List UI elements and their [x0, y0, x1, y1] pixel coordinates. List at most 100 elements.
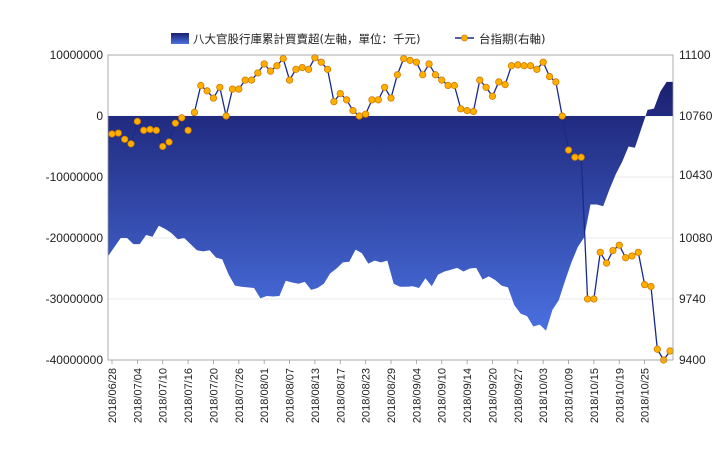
index-point — [114, 129, 122, 137]
index-point — [184, 126, 192, 134]
legend-area-label: 八大官股行庫累計買賣超(左軸，單位：千元) — [193, 32, 420, 46]
x-tick-label: 2018/10/19 — [614, 368, 626, 423]
index-point — [336, 89, 344, 98]
index-point — [419, 71, 427, 79]
right-axis: 11100 10760 10430 10080 9740 9400 — [679, 48, 713, 367]
legend: 八大官股行庫累計買賣超(左軸，單位：千元) 台指期(右軸) — [171, 32, 545, 46]
right-tick-label: 10430 — [679, 168, 713, 182]
index-point — [235, 85, 243, 93]
index-point — [596, 248, 604, 256]
index-point — [209, 94, 218, 102]
index-point — [387, 94, 395, 102]
index-point — [171, 119, 180, 127]
index-point — [247, 76, 256, 84]
x-tick-label: 2018/10/15 — [589, 368, 601, 423]
index-point — [520, 62, 528, 70]
left-tick-label: 10000000 — [50, 48, 104, 62]
index-point — [355, 112, 363, 120]
x-axis: 2018/06/28 2018/07/04 2018/07/10 2018/07/16… — [107, 360, 652, 423]
index-point — [273, 62, 281, 70]
index-point — [197, 81, 205, 90]
index-point — [133, 117, 141, 125]
legend-line-marker — [461, 34, 468, 42]
index-point — [292, 65, 300, 73]
index-point — [140, 126, 148, 134]
index-point — [444, 81, 452, 90]
index-point — [653, 345, 661, 353]
index-point — [317, 58, 325, 66]
index-point — [438, 76, 446, 84]
x-tick-label: 2018/08/17 — [335, 368, 347, 423]
index-point — [152, 126, 160, 134]
x-tick-label: 2018/07/04 — [132, 368, 144, 423]
x-tick-label: 2018/08/23 — [361, 368, 373, 423]
index-point — [178, 114, 186, 122]
index-series-markers — [108, 54, 674, 364]
index-point — [121, 135, 129, 143]
index-point — [425, 60, 433, 68]
index-point — [165, 138, 173, 146]
right-tick-label: 10080 — [679, 231, 713, 245]
x-tick-label: 2018/09/14 — [462, 368, 474, 423]
x-tick-label: 2018/08/01 — [259, 368, 271, 423]
x-tick-label: 2018/08/13 — [310, 368, 322, 423]
index-point — [222, 112, 230, 120]
x-tick-label: 2018/09/20 — [487, 368, 499, 423]
index-point — [406, 56, 414, 64]
index-point — [127, 140, 135, 148]
left-tick-label: -20000000 — [46, 231, 104, 245]
index-point — [216, 83, 224, 91]
index-point — [362, 110, 370, 118]
x-tick-label: 2018/08/07 — [285, 368, 297, 423]
x-tick-label: 2018/07/20 — [208, 368, 220, 423]
right-tick-label: 9740 — [679, 292, 706, 306]
index-point — [266, 67, 275, 75]
left-tick-label: -30000000 — [46, 292, 104, 306]
index-point — [431, 71, 439, 79]
index-point — [146, 125, 154, 134]
x-tick-label: 2018/10/03 — [538, 368, 550, 423]
x-tick-label: 2018/09/04 — [411, 368, 423, 423]
index-point — [469, 107, 478, 116]
area-series-fill — [108, 81, 673, 331]
index-point — [450, 81, 459, 90]
index-point — [641, 281, 649, 289]
index-point — [488, 92, 497, 100]
x-tick-label: 2018/09/10 — [437, 368, 449, 423]
index-point — [412, 58, 420, 66]
index-point — [526, 62, 535, 70]
index-point — [482, 83, 490, 91]
index-point — [241, 76, 249, 84]
x-tick-label: 2018/08/29 — [386, 368, 398, 423]
x-tick-label: 2018/09/27 — [513, 368, 525, 423]
left-tick-label: -10000000 — [46, 170, 104, 184]
index-point — [476, 76, 484, 84]
index-point — [393, 71, 401, 79]
index-point — [583, 295, 592, 303]
legend-line-label: 台指期(右軸) — [479, 32, 545, 46]
index-point — [190, 108, 199, 117]
index-point — [254, 69, 262, 77]
index-point — [545, 72, 554, 81]
plot-frame — [107, 54, 674, 361]
index-point — [558, 112, 566, 120]
index-point — [634, 248, 642, 256]
x-tick-label: 2018/07/10 — [158, 368, 170, 423]
index-point — [304, 65, 313, 73]
index-point — [159, 142, 167, 151]
index-point — [400, 54, 408, 63]
index-point — [622, 254, 630, 262]
index-point — [368, 96, 376, 104]
index-point — [647, 282, 655, 291]
index-point — [533, 65, 541, 73]
x-tick-label: 2018/07/16 — [183, 368, 195, 423]
index-point — [602, 259, 611, 267]
index-point — [571, 153, 579, 161]
index-point — [609, 246, 617, 255]
right-tick-label: 11100 — [679, 48, 711, 62]
index-point — [564, 146, 573, 154]
index-point — [374, 96, 382, 104]
index-point — [381, 83, 389, 91]
index-point — [343, 96, 351, 104]
